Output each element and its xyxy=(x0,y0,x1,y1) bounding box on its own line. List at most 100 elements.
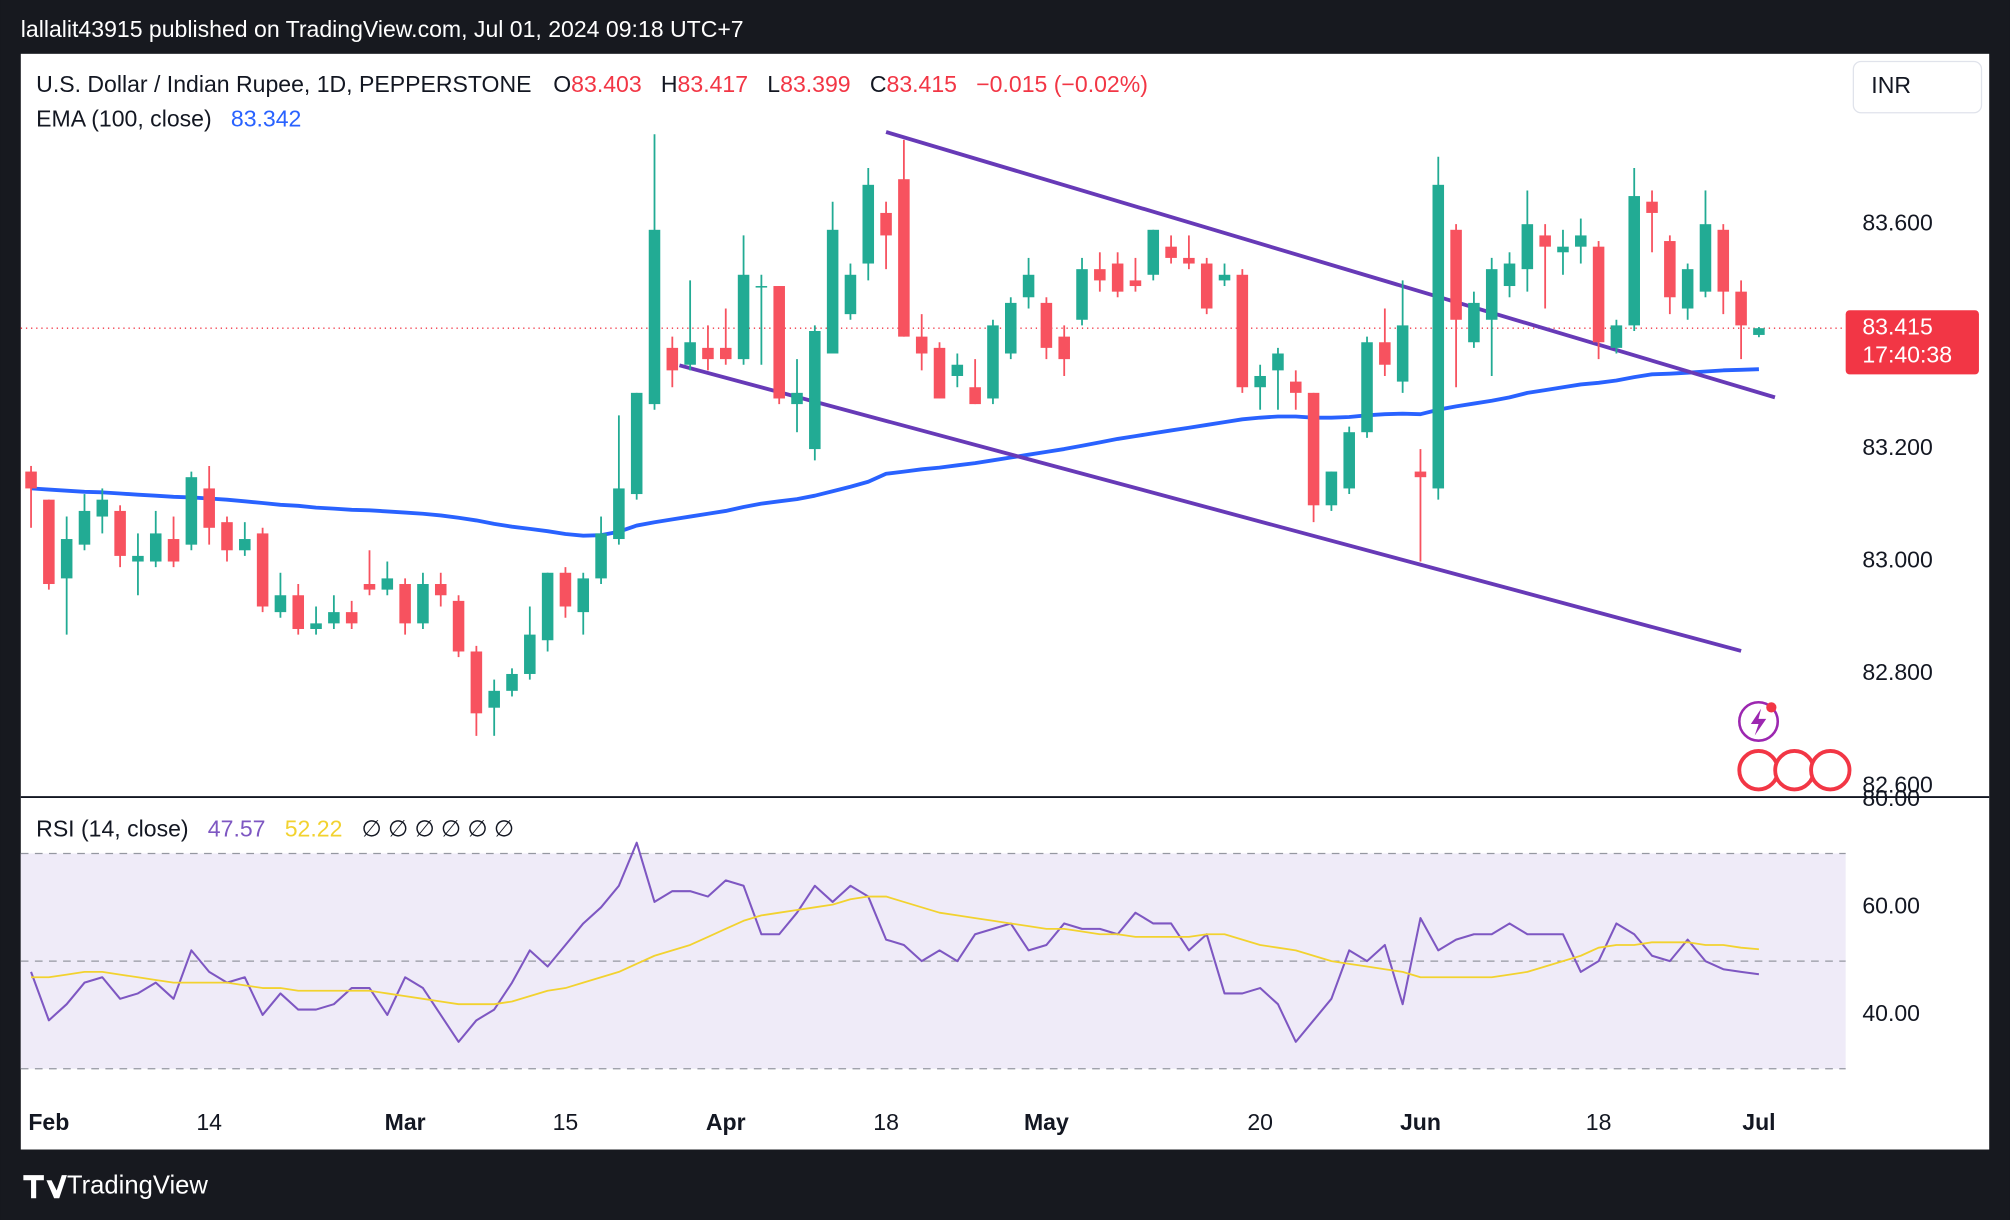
y-tick-label: 82.600 xyxy=(1862,772,1933,798)
rsi-band xyxy=(20,853,1846,1069)
candle-body xyxy=(149,533,162,562)
candle-body xyxy=(274,595,287,613)
candle-body xyxy=(1539,235,1551,247)
candle-body xyxy=(310,623,322,629)
price-label: 83.415 xyxy=(1862,313,1933,339)
candle-body xyxy=(239,539,251,551)
candle-body xyxy=(1290,381,1302,393)
candle-body xyxy=(648,229,661,405)
candle-body xyxy=(1735,291,1747,326)
candle-body xyxy=(1165,246,1177,258)
candle-body xyxy=(1450,229,1462,320)
candle-body xyxy=(363,584,376,590)
candle-body xyxy=(1628,196,1640,326)
countdown: 17:40:38 xyxy=(1862,341,1952,367)
candle-body xyxy=(345,612,358,624)
candle-body xyxy=(559,572,572,607)
candle-body xyxy=(399,584,411,624)
legend-label: H xyxy=(661,71,678,97)
flag[interactable] xyxy=(1809,749,1852,792)
candle-body xyxy=(1094,269,1106,281)
candle-body xyxy=(880,212,892,236)
candle-body xyxy=(737,274,750,360)
line xyxy=(31,895,1759,1006)
y-tick-label: 83.000 xyxy=(1862,547,1933,573)
x-tick-label: Jun xyxy=(1400,1109,1441,1135)
flag[interactable] xyxy=(1737,749,1780,792)
publisher: lallalit43915 published on TradingView.c… xyxy=(21,16,744,42)
trendline xyxy=(885,130,1776,400)
candle-body xyxy=(1432,184,1445,489)
candle-body xyxy=(1468,302,1480,343)
candle-body xyxy=(452,600,465,652)
currency[interactable]: INR xyxy=(1871,72,1911,98)
candle-body xyxy=(1147,229,1160,275)
x-tick-label: Feb xyxy=(28,1109,69,1135)
candle-body xyxy=(1307,392,1320,506)
event-icon-bolt xyxy=(1750,708,1767,736)
rsi-value: 47.57 xyxy=(208,816,266,842)
candle-body xyxy=(1040,302,1053,348)
price-label-box xyxy=(1845,310,1979,375)
legend-label: C xyxy=(870,71,887,97)
candle-body xyxy=(898,179,910,337)
x-tick-label: Mar xyxy=(385,1109,426,1135)
candle-body xyxy=(1379,342,1391,365)
candle-body xyxy=(114,510,126,556)
candle-body xyxy=(1699,224,1712,292)
currency-button[interactable] xyxy=(1852,60,1983,114)
trendline xyxy=(678,363,1742,653)
candle-body xyxy=(1592,246,1605,343)
y-tick-label: 83.200 xyxy=(1862,434,1933,460)
candle-body xyxy=(132,555,144,562)
ema-value: 83.342 xyxy=(231,106,302,132)
candle-body xyxy=(1646,201,1658,213)
rsi-name: RSI (14, close) xyxy=(36,816,188,842)
candle-body xyxy=(25,471,37,489)
candle-body xyxy=(328,612,340,624)
candle-body xyxy=(292,595,305,629)
candle-body xyxy=(1236,274,1249,388)
candle-body xyxy=(1396,325,1409,382)
candle-body xyxy=(755,286,768,288)
candle-body xyxy=(524,634,536,674)
candle-body xyxy=(43,499,55,585)
candle-body xyxy=(1681,269,1694,309)
candle-body xyxy=(577,578,590,613)
candle-body xyxy=(1058,336,1070,360)
candle-body xyxy=(381,578,394,590)
flag[interactable] xyxy=(1773,749,1816,792)
y-tick-label: 82.800 xyxy=(1862,659,1933,685)
logo-mark xyxy=(23,1175,67,1199)
candle-body xyxy=(1361,342,1373,433)
x-tick-label: Apr xyxy=(706,1109,746,1135)
candle-body xyxy=(60,539,73,579)
line xyxy=(30,841,1760,1043)
candle-body xyxy=(506,673,518,691)
candle-body xyxy=(1557,246,1569,253)
x-tick-label: Jul xyxy=(1742,1109,1775,1135)
symbol: U.S. Dollar / Indian Rupee, 1D, PEPPERST… xyxy=(36,71,531,97)
x-tick-label: 18 xyxy=(873,1109,899,1135)
candle-body xyxy=(719,347,732,360)
candle-body xyxy=(1610,325,1623,348)
x-tick-label: 15 xyxy=(553,1109,579,1135)
candle-body xyxy=(666,347,679,371)
candle-body xyxy=(1272,353,1284,371)
candle-body xyxy=(1485,269,1498,320)
candle-body xyxy=(951,364,964,376)
logo: TradingView xyxy=(67,1171,209,1199)
candle-body xyxy=(1753,328,1765,335)
candle-body xyxy=(185,477,198,545)
x-tick-label: May xyxy=(1024,1109,1069,1135)
rsi-legend: RSI (14, close) 47.57 52.22 ∅ ∅ ∅ ∅ ∅ ∅ xyxy=(36,816,514,842)
candle-body xyxy=(702,347,714,360)
candle-body xyxy=(1503,263,1516,287)
candle-body xyxy=(1414,471,1427,478)
candle-body xyxy=(1325,471,1338,506)
flag-icons[interactable] xyxy=(1737,749,1852,792)
legend-change: −0.015 (−0.02%) xyxy=(976,71,1148,97)
